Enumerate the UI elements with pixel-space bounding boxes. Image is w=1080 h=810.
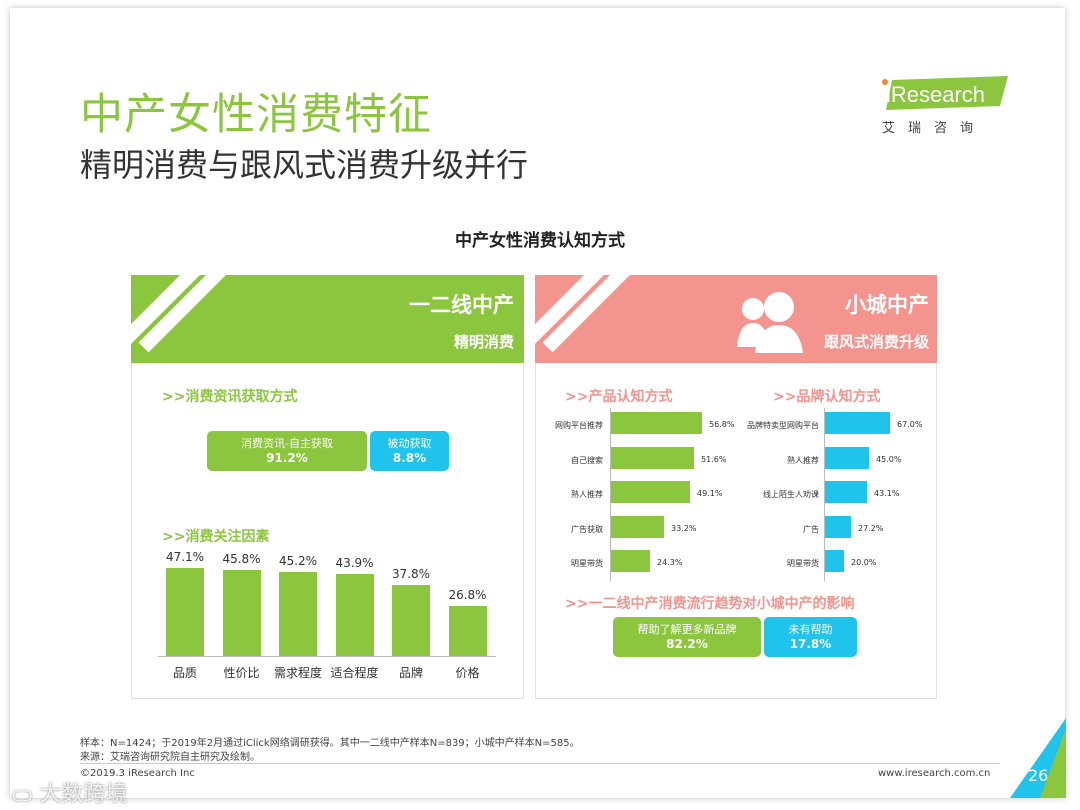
factor-category: 品牌	[398, 666, 423, 680]
brand-value: 20.0%	[851, 558, 877, 567]
product-bar	[611, 550, 650, 572]
product-heading: >>产品认知方式	[565, 389, 673, 405]
pill-active: 消费资讯-自主获取 91.2%	[207, 431, 367, 471]
factor-value: 45.2%	[278, 554, 318, 568]
right-banner-title: 小城中产	[845, 293, 929, 317]
product-bar	[611, 481, 690, 503]
logo-subtitle: 艾瑞咨询	[882, 121, 987, 136]
factor-bar	[166, 568, 204, 656]
product-label: 熟人推荐	[571, 490, 603, 499]
brand-label: 熟人推荐	[787, 455, 819, 465]
factor-value: 43.9%	[335, 556, 374, 570]
pill-active-value: 91.2%	[266, 451, 308, 465]
brand-value: 43.1%	[874, 489, 900, 498]
brand-axis	[824, 408, 825, 581]
product-label: 广告获取	[571, 524, 603, 534]
iresearch-logo: iResearch	[882, 76, 1008, 110]
product-value: 51.6%	[701, 454, 727, 464]
factor-category: 品质	[172, 666, 197, 680]
left-banner: 一二线中产 精明消费	[131, 275, 524, 363]
brand-bar	[825, 481, 867, 503]
factors-chart: 47.1% 品质 45.8% 性价比 45.2% 需求程度 43.9% 适合程度 37.8% 品牌…	[150, 540, 510, 690]
factor-category: 性价比	[223, 666, 260, 680]
watermark: ᑕᑐ 大数跨境	[12, 776, 127, 808]
brand-bar	[825, 446, 869, 469]
left-banner-subtitle: 精明消费	[453, 333, 514, 351]
product-value: 33.2%	[671, 523, 697, 533]
product-bar	[611, 446, 694, 469]
brand-chart: 品牌特卖型网购平台 67.0% 熟人推荐 45.0% 线上陌生人劝课 43.1% 广告 27.…	[735, 408, 935, 583]
product-label: 网购平台推荐	[555, 421, 603, 430]
pill-nohelp: 未有帮助 17.8%	[764, 617, 857, 657]
factor-category: 价格	[455, 666, 480, 680]
factor-bar	[335, 574, 374, 656]
factor-bar	[392, 585, 430, 656]
factors-heading: >>消费关注因素	[162, 529, 270, 545]
product-chart: 网购平台推荐 56.8% 自己搜索 51.6% 熟人推荐 49.1% 广告获取 33.2% 明星…	[540, 408, 740, 583]
pill-help-value: 82.2%	[666, 637, 708, 651]
brand-label: 明星带货	[787, 559, 819, 568]
pill-nohelp-value: 17.8%	[789, 637, 832, 651]
brand-bar	[825, 412, 890, 434]
copyright: ©2019.3 iResearch Inc	[80, 768, 195, 779]
right-banner-subtitle: 跟风式消费升级	[823, 333, 929, 351]
page-subtitle: 精明消费与跟风式消费升级并行	[80, 146, 529, 184]
product-bar	[611, 412, 702, 434]
right-banner: 小城中产 跟风式消费升级	[535, 275, 937, 363]
logo-text: iResearch	[886, 82, 985, 107]
factor-bar	[448, 606, 487, 656]
watermark-icon: ᑕᑐ	[12, 789, 33, 805]
watermark-text: 大数跨境	[39, 782, 128, 807]
product-label: 明星带货	[571, 559, 603, 568]
trend-heading: >>一二线中产消费流行趋势对小城中产的影响	[565, 596, 855, 612]
page-number: 26	[1028, 766, 1049, 785]
people-icon	[737, 292, 803, 353]
pill-nohelp-label: 未有帮助	[788, 623, 833, 636]
brand-value: 27.2%	[858, 523, 884, 533]
factor-value: 26.8%	[448, 588, 487, 602]
product-bar	[611, 515, 664, 538]
brand-label: 线上陌生人劝课	[763, 490, 819, 499]
brand-value: 67.0%	[897, 420, 923, 429]
brand-label: 品牌特卖型网购平台	[747, 421, 819, 430]
factor-category: 适合程度	[330, 666, 379, 680]
product-value: 24.3%	[657, 558, 683, 567]
website: www.iresearch.com.cn	[878, 768, 991, 779]
footnote-source: 来源：艾瑞咨询研究院自主研究及绘制。	[80, 752, 260, 763]
page-title: 中产女性消费特征	[80, 90, 432, 140]
product-value: 49.1%	[697, 489, 723, 498]
factor-value: 45.8%	[222, 552, 261, 566]
brand-bar	[825, 515, 851, 538]
factor-value: 37.8%	[391, 567, 431, 581]
factor-category: 需求程度	[273, 666, 322, 680]
factor-value: 47.1%	[165, 550, 205, 564]
product-value: 56.8%	[709, 420, 735, 429]
pill-passive-label: 被动获取	[387, 437, 432, 450]
product-axis	[610, 408, 611, 581]
brand-heading: >>品牌认知方式	[773, 389, 881, 405]
pill-active-label: 消费资讯-自主获取	[241, 437, 333, 450]
brand-label: 广告	[803, 524, 819, 534]
product-label: 自己搜索	[571, 455, 603, 465]
factors-axis	[158, 656, 496, 657]
brand-bar	[825, 550, 844, 572]
footer-divider	[80, 763, 1000, 764]
pill-passive-value: 8.8%	[392, 451, 427, 465]
footnote-sample: 样本：N=1424；于2019年2月通过iClick网络调研获得。其中一二线中产…	[80, 738, 580, 749]
slide	[10, 8, 1065, 798]
brand-value: 45.0%	[876, 454, 902, 464]
factor-bar	[222, 570, 261, 656]
pill-help: 帮助了解更多新品牌 82.2%	[613, 617, 761, 657]
factor-bar	[279, 572, 317, 656]
left-banner-title: 一二线中产	[409, 293, 514, 317]
corner-decoration	[1010, 718, 1066, 798]
pill-help-label: 帮助了解更多新品牌	[637, 623, 737, 636]
section-title: 中产女性消费认知方式	[455, 231, 625, 251]
info-heading: >>消费资讯获取方式	[162, 389, 298, 405]
pill-passive: 被动获取 8.8%	[370, 431, 449, 471]
